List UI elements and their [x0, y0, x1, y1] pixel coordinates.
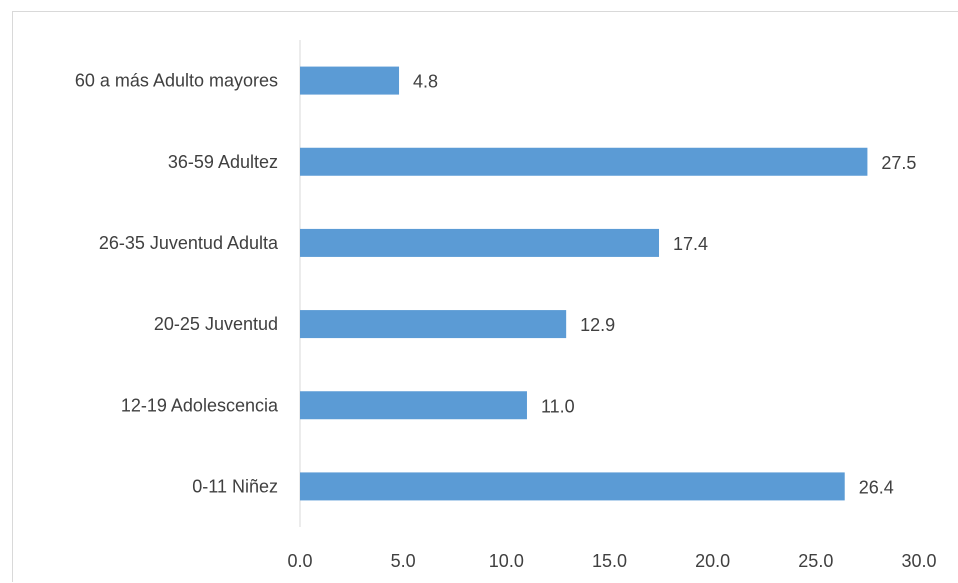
bars-layer — [300, 66, 868, 501]
bar — [300, 66, 400, 95]
data-label: 27.5 — [881, 153, 916, 173]
bar — [300, 310, 567, 339]
bar — [300, 147, 868, 176]
bar-chart: 60 a más Adulto mayores 4.8 36-59 Adultez 2… — [75, 40, 937, 571]
category-label: 12-19 Adolescencia — [121, 395, 279, 415]
data-label: 17.4 — [673, 234, 708, 254]
category-label: 60 a más Adulto mayores — [75, 71, 278, 91]
x-tick-label: 20.0 — [695, 551, 730, 571]
labels-layer: 60 a más Adulto mayores 4.8 36-59 Adultez 2… — [75, 71, 937, 571]
data-label: 26.4 — [859, 477, 894, 497]
x-tick-label: 5.0 — [391, 551, 416, 571]
bar — [300, 472, 845, 501]
data-label: 4.8 — [413, 72, 438, 92]
x-tick-label: 25.0 — [798, 551, 833, 571]
chart-frame: 60 a más Adulto mayores 4.8 36-59 Adultez 2… — [12, 11, 958, 582]
data-label: 11.0 — [541, 396, 575, 416]
data-label: 12.9 — [580, 315, 615, 335]
x-tick-label: 10.0 — [489, 551, 524, 571]
x-tick-label: 15.0 — [592, 551, 627, 571]
x-tick-label: 30.0 — [901, 551, 936, 571]
category-label: 20-25 Juventud — [154, 314, 278, 334]
category-label: 0-11 Niñez — [192, 476, 278, 496]
bar — [300, 228, 660, 257]
category-label: 36-59 Adultez — [168, 152, 278, 172]
x-tick-label: 0.0 — [287, 551, 312, 571]
category-label: 26-35 Juventud Adulta — [99, 233, 279, 253]
bar — [300, 391, 527, 420]
